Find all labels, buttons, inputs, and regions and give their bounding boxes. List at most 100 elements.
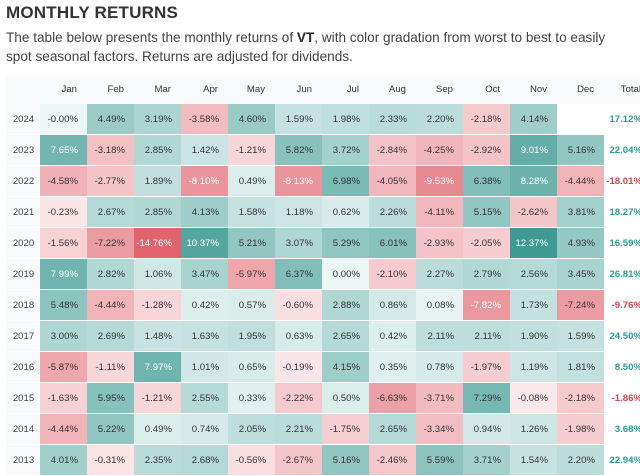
description-tail: , with color gradation from worst to bes… <box>6 30 606 64</box>
return-cell: -4.44% <box>557 166 604 197</box>
return-cell: -7.24% <box>557 290 604 321</box>
total-cell: -18.01% <box>604 166 640 197</box>
return-cell: -3.58% <box>181 104 228 135</box>
return-cell: 10.37% <box>181 228 228 259</box>
return-cell: 4.01% <box>40 445 87 476</box>
return-cell: 2.20% <box>416 104 463 135</box>
year-cell: 2016 <box>6 352 40 383</box>
return-cell: 2.33% <box>369 104 416 135</box>
return-cell <box>557 104 604 135</box>
table-row: 2017 3.00% 2.69% 1.48% 1.63% 1.95% 0.63% 2.65% 0… <box>6 321 640 352</box>
return-cell: 0.49% <box>134 414 181 445</box>
return-cell: -0.08% <box>510 383 557 414</box>
total-cell: 24.50% <box>604 321 640 352</box>
table-header-row: Jan Feb Mar Apr May Jun Jul Aug Sep Oct Nov Dec Tota… <box>6 75 640 104</box>
return-cell: 5.82% <box>275 135 322 166</box>
return-cell: -0.60% <box>275 290 322 321</box>
return-cell: -1.11% <box>87 352 134 383</box>
return-cell: 0.94% <box>463 414 510 445</box>
return-cell: 0.08% <box>416 290 463 321</box>
return-cell: -5.97% <box>228 259 275 290</box>
return-cell: -4.05% <box>369 166 416 197</box>
return-cell: -2.77% <box>87 166 134 197</box>
return-cell: 5.22% <box>87 414 134 445</box>
description-lead: The table below presents the monthly ret… <box>6 30 297 45</box>
return-cell: -7.22% <box>87 228 134 259</box>
total-cell: 17.12% <box>604 104 640 135</box>
return-cell: 0.65% <box>228 352 275 383</box>
return-cell: 0.33% <box>228 383 275 414</box>
year-cell: 2023 <box>6 135 40 166</box>
monthly-returns-table: Jan Feb Mar Apr May Jun Jul Aug Sep Oct Nov Dec Tota… <box>6 75 640 476</box>
return-cell: 1.81% <box>557 352 604 383</box>
return-cell: 0.78% <box>416 352 463 383</box>
year-column-header <box>6 75 40 104</box>
return-cell: 12.37% <box>510 228 557 259</box>
return-cell: 4.15% <box>322 352 369 383</box>
return-cell: 0.35% <box>369 352 416 383</box>
return-cell: 2.11% <box>416 321 463 352</box>
return-cell: -0.56% <box>228 445 275 476</box>
table-row: 2020 -1.56% -7.22% -14.76% 10.37% 5.21% 3.07% 5… <box>6 228 640 259</box>
year-cell: 2021 <box>6 197 40 228</box>
return-cell: -4.25% <box>416 135 463 166</box>
return-cell: -3.34% <box>416 414 463 445</box>
return-cell: -1.21% <box>228 135 275 166</box>
return-cell: -2.05% <box>463 228 510 259</box>
return-cell: -1.75% <box>322 414 369 445</box>
return-cell: -14.76% <box>134 228 181 259</box>
return-cell: 2.55% <box>181 383 228 414</box>
return-cell: -2.92% <box>463 135 510 166</box>
return-cell: 3.19% <box>134 104 181 135</box>
total-cell: -9.76% <box>604 290 640 321</box>
return-cell: 2.11% <box>463 321 510 352</box>
month-column-header: Feb <box>87 75 134 104</box>
total-cell: 22.94% <box>604 445 640 476</box>
return-cell: -2.84% <box>369 135 416 166</box>
return-cell: -9.53% <box>416 166 463 197</box>
return-cell: -8.13% <box>275 166 322 197</box>
return-cell: 0.57% <box>228 290 275 321</box>
month-column-header: Oct <box>463 75 510 104</box>
return-cell: 1.73% <box>510 290 557 321</box>
table-row: 2024 -0.00% 4.49% 3.19% -3.58% 4.60% 1.59% 1.98… <box>6 104 640 135</box>
return-cell: 6.01% <box>369 228 416 259</box>
return-cell: -4.44% <box>40 414 87 445</box>
return-cell: 2.65% <box>322 321 369 352</box>
return-cell: 6.38% <box>463 166 510 197</box>
return-cell: 2.26% <box>369 197 416 228</box>
return-cell: 0.42% <box>369 321 416 352</box>
return-cell: -7.82% <box>463 290 510 321</box>
return-cell: -1.56% <box>40 228 87 259</box>
return-cell: 7.65% <box>40 135 87 166</box>
return-cell: 2.85% <box>134 197 181 228</box>
return-cell: 7.97% <box>134 352 181 383</box>
return-cell: 2.56% <box>510 259 557 290</box>
table-row: 2019 7.99% 2.82% 1.06% 3.47% -5.97% 6.37% 0.00%… <box>6 259 640 290</box>
year-cell: 2017 <box>6 321 40 352</box>
return-cell: -3.18% <box>87 135 134 166</box>
year-cell: 2020 <box>6 228 40 259</box>
return-cell: 0.50% <box>322 383 369 414</box>
return-cell: 6.37% <box>275 259 322 290</box>
month-column-header: Apr <box>181 75 228 104</box>
total-cell: 16.59% <box>604 228 640 259</box>
return-cell: 1.06% <box>134 259 181 290</box>
month-column-header: Jan <box>40 75 87 104</box>
return-cell: 1.95% <box>228 321 275 352</box>
total-column-header: Total <box>604 75 640 104</box>
return-cell: 1.48% <box>134 321 181 352</box>
return-cell: 0.86% <box>369 290 416 321</box>
return-cell: 4.49% <box>87 104 134 135</box>
return-cell: 1.59% <box>275 104 322 135</box>
return-cell: 3.72% <box>322 135 369 166</box>
table-row: 2021 -0.23% 2.67% 2.85% 4.13% 1.58% 1.18% 0.62%… <box>6 197 640 228</box>
return-cell: -2.46% <box>369 445 416 476</box>
return-cell: 5.16% <box>322 445 369 476</box>
return-cell: -0.00% <box>40 104 87 135</box>
return-cell: 8.28% <box>510 166 557 197</box>
return-cell: -5.87% <box>40 352 87 383</box>
return-cell: 5.95% <box>87 383 134 414</box>
year-cell: 2018 <box>6 290 40 321</box>
return-cell: 4.60% <box>228 104 275 135</box>
